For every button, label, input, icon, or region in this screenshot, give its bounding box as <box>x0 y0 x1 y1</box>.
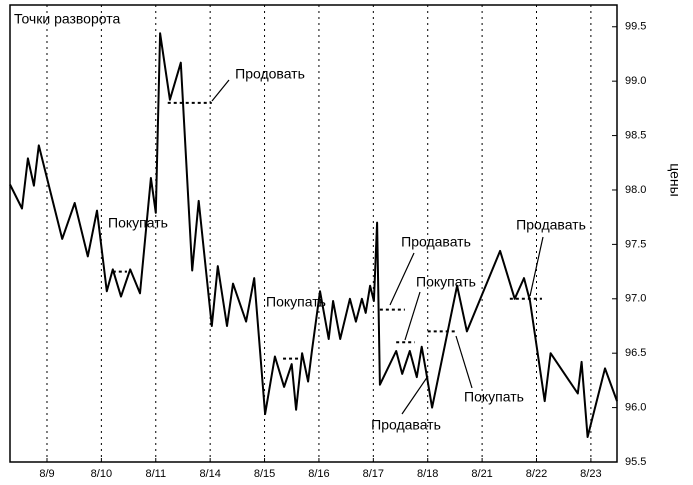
x-tick-label: 8/15 <box>254 468 275 480</box>
chart-title: Точки разворота <box>14 11 120 27</box>
x-tick-label: 8/22 <box>526 468 547 480</box>
y-tick-label: 98.5 <box>625 129 646 141</box>
x-tick-label: 8/18 <box>417 468 438 480</box>
annotation: Продавать <box>401 234 471 250</box>
leader-line <box>211 79 230 102</box>
annotation: Покупать <box>266 294 326 310</box>
y-tick-label: 99.5 <box>625 21 646 33</box>
leader-line <box>404 291 421 341</box>
x-tick-label: 8/21 <box>471 468 492 480</box>
x-tick-label: 8/11 <box>145 468 166 480</box>
annotation: Продавать <box>371 417 441 433</box>
annotation: Покупать <box>464 389 524 405</box>
x-tick-label: 8/17 <box>363 468 384 480</box>
y-tick-label: 95.5 <box>625 456 646 468</box>
leader-line <box>529 236 544 297</box>
y-tick-label: 97.0 <box>625 293 646 305</box>
y-tick-label: 99.0 <box>625 75 646 87</box>
price-line <box>9 32 618 438</box>
annotation: Продавать <box>516 217 586 233</box>
annotation: Продовать <box>235 66 305 82</box>
leader-line <box>455 335 473 389</box>
leader-line <box>389 252 415 306</box>
y-tick-label: 96.5 <box>625 347 646 359</box>
annotation: Покупать <box>416 274 476 290</box>
x-tick-label: 8/9 <box>39 468 54 480</box>
y-axis-label: цены <box>667 163 683 196</box>
leader-line <box>401 375 429 415</box>
y-tick-label: 98.0 <box>625 184 646 196</box>
x-tick-label: 8/14 <box>199 468 220 480</box>
y-tick-label: 96.0 <box>625 402 646 414</box>
x-tick-label: 8/10 <box>91 468 112 480</box>
x-tick-label: 8/16 <box>308 468 329 480</box>
x-tick-label: 8/23 <box>580 468 601 480</box>
plot-frame <box>9 4 618 463</box>
y-tick-label: 97.5 <box>625 238 646 250</box>
annotation: Покупать <box>108 215 168 231</box>
